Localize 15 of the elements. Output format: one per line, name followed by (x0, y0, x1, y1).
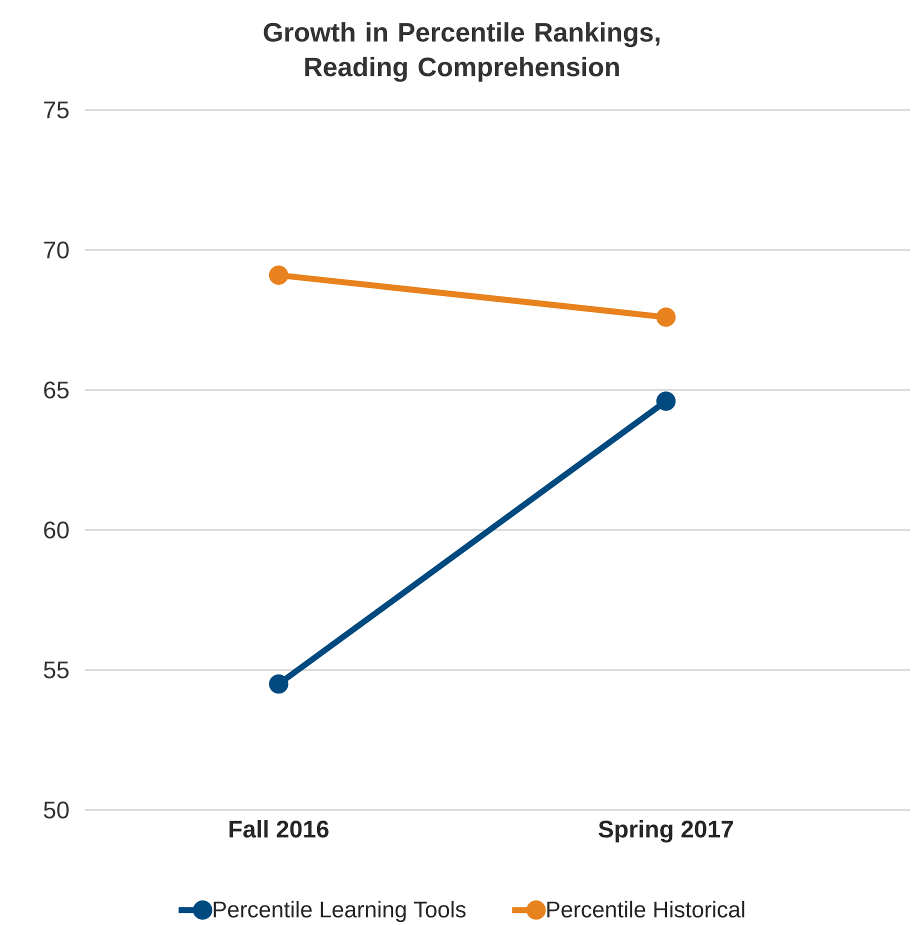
y-tick-label: 60 (44, 521, 69, 538)
y-tick-label: 65 (44, 381, 69, 398)
y-tick-label: 55 (44, 662, 69, 678)
point (656, 392, 676, 411)
legend-label: Percentile Historical (547, 900, 744, 918)
y-tick-label: 75 (44, 102, 69, 118)
x-tick-label: Spring 2017 (598, 820, 733, 843)
y-tick-label: 50 (44, 801, 69, 818)
point (268, 674, 288, 694)
chart-title: Growth in Percentile Rankings, Reading Comprehension (264, 22, 660, 82)
point (268, 266, 288, 285)
x-tick-label: Fall 2016 (230, 820, 328, 838)
legend-label: Percentile Learning Tools (214, 900, 466, 922)
y-tick-label: 70 (44, 241, 69, 258)
point (656, 308, 676, 327)
